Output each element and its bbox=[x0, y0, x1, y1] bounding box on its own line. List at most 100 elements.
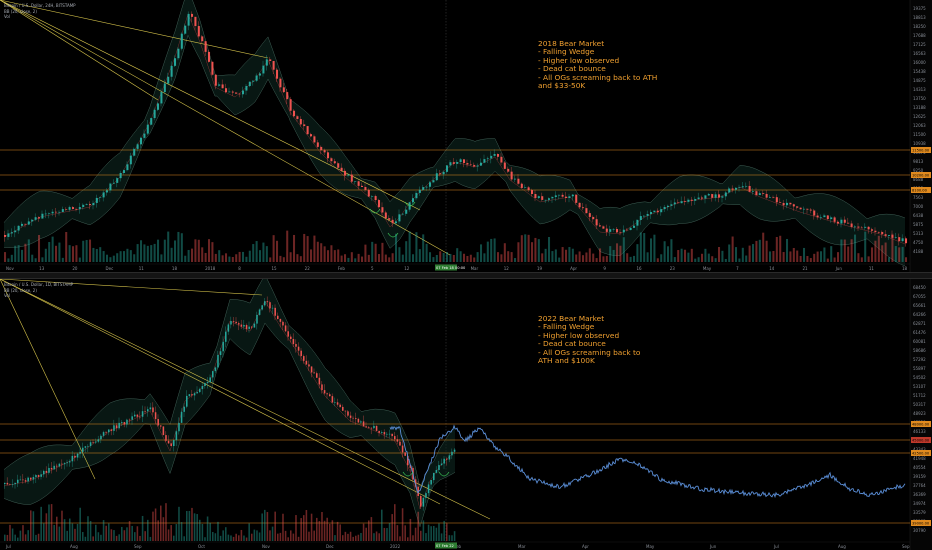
candle bbox=[521, 184, 523, 188]
volume-bar bbox=[324, 521, 326, 541]
volume-bar bbox=[168, 529, 170, 541]
candle bbox=[208, 52, 210, 62]
volume-bar bbox=[254, 530, 256, 541]
volume-bar bbox=[24, 244, 26, 262]
candle bbox=[449, 455, 451, 459]
candle bbox=[31, 220, 33, 222]
time-tick: 8 bbox=[238, 266, 241, 271]
candle bbox=[215, 75, 217, 86]
candle bbox=[534, 194, 536, 198]
volume-bar bbox=[817, 252, 819, 262]
time-tick: Apr bbox=[570, 266, 577, 271]
candle bbox=[196, 392, 198, 393]
candle bbox=[599, 225, 601, 226]
volume-bar bbox=[650, 238, 652, 262]
candle bbox=[228, 92, 230, 93]
candle bbox=[53, 466, 55, 470]
volume-bar bbox=[426, 244, 428, 262]
candle bbox=[293, 111, 295, 116]
volume-bar bbox=[470, 255, 472, 262]
volume-bar bbox=[643, 233, 645, 262]
candle bbox=[134, 415, 136, 417]
price-tick: 4750 bbox=[913, 240, 924, 245]
candle bbox=[124, 422, 126, 425]
chart-pane-2022[interactable]: 68450 67055 65661 64266 62871 61476 60081 58686… bbox=[0, 279, 932, 550]
candle bbox=[830, 217, 832, 219]
volume-bar bbox=[386, 528, 388, 541]
chart-pane-2018[interactable]: 19375 18813 18250 17688 17125 16563 16000 15438… bbox=[0, 0, 932, 272]
chart-2018-svg[interactable]: 1937518813182501768817125165631600015438… bbox=[0, 0, 932, 272]
volume-bar bbox=[701, 254, 703, 262]
candle bbox=[7, 483, 9, 484]
legend-symbol[interactable]: Bitcoin / U.S. Dollar, 24H, BITSTAMP bbox=[4, 3, 76, 9]
volume-bar bbox=[61, 511, 63, 541]
candle bbox=[861, 228, 863, 229]
price-badge-label: 48000.00 bbox=[912, 422, 930, 426]
volume-bar bbox=[329, 524, 331, 541]
volume-bar bbox=[211, 242, 213, 262]
candle bbox=[786, 203, 788, 205]
candle bbox=[222, 342, 224, 351]
candle bbox=[422, 187, 424, 190]
annotation-2018: 2018 Bear Market - Falling Wedge - Highe… bbox=[538, 40, 657, 90]
price-tick: 18250 bbox=[913, 24, 926, 29]
candle bbox=[256, 76, 258, 81]
volume-bar bbox=[332, 520, 334, 541]
time-tick: 18 bbox=[902, 266, 908, 271]
time-tick: 20 bbox=[72, 266, 78, 271]
candle bbox=[844, 220, 846, 223]
volume-bar bbox=[252, 244, 254, 262]
candle bbox=[334, 402, 336, 403]
candle bbox=[264, 301, 266, 305]
candle bbox=[58, 212, 60, 213]
time-tick: 11 bbox=[869, 266, 875, 271]
volume-bar bbox=[575, 254, 577, 262]
candle bbox=[507, 169, 509, 172]
candle bbox=[269, 59, 271, 61]
candle bbox=[446, 459, 448, 460]
candle bbox=[360, 421, 362, 422]
volume-bar bbox=[766, 241, 768, 262]
candle bbox=[430, 480, 432, 484]
candle bbox=[290, 99, 292, 111]
candle bbox=[541, 196, 543, 200]
volume-bar bbox=[207, 516, 209, 541]
volume-bar bbox=[745, 256, 747, 262]
legend-vol[interactable]: Vol bbox=[4, 14, 76, 20]
chart-2022-svg[interactable]: 68450 67055 65661 64266 62871 61476 60081 58686… bbox=[0, 279, 932, 550]
candle bbox=[752, 191, 754, 192]
volume-bar bbox=[167, 232, 169, 262]
pane-divider[interactable] bbox=[0, 272, 932, 279]
volume-bar bbox=[262, 243, 264, 262]
candle bbox=[698, 198, 700, 199]
candle bbox=[184, 26, 186, 34]
legend-vol[interactable]: Vol bbox=[4, 293, 73, 299]
volume-bar bbox=[708, 254, 710, 262]
volume-bar bbox=[137, 244, 139, 262]
candle bbox=[548, 198, 550, 200]
volume-bar bbox=[660, 254, 662, 262]
candle bbox=[35, 217, 37, 220]
candle bbox=[313, 372, 315, 373]
candle bbox=[742, 186, 744, 187]
volume-bar bbox=[565, 250, 567, 262]
candle bbox=[137, 415, 139, 417]
volume-bar bbox=[85, 537, 87, 541]
volume-bar bbox=[429, 252, 431, 262]
volume-bar bbox=[285, 531, 287, 541]
volume-bar bbox=[355, 536, 357, 541]
volume-bar bbox=[430, 526, 432, 541]
candle bbox=[361, 186, 363, 187]
price-tick: 60081 bbox=[913, 339, 926, 344]
candle bbox=[329, 394, 331, 396]
volume-bar bbox=[196, 514, 198, 541]
candle bbox=[157, 103, 159, 109]
price-badge-label: 42500.00 bbox=[912, 451, 930, 455]
candle bbox=[103, 192, 105, 197]
legend-symbol[interactable]: Bitcoin / U.S. Dollar, 1D, BITSTAMP bbox=[4, 282, 73, 288]
price-tick: 53107 bbox=[913, 384, 926, 389]
candle bbox=[48, 213, 50, 214]
volume-bar bbox=[541, 253, 543, 262]
volume-bar bbox=[891, 234, 893, 262]
price-tick: 68450 bbox=[913, 285, 926, 290]
